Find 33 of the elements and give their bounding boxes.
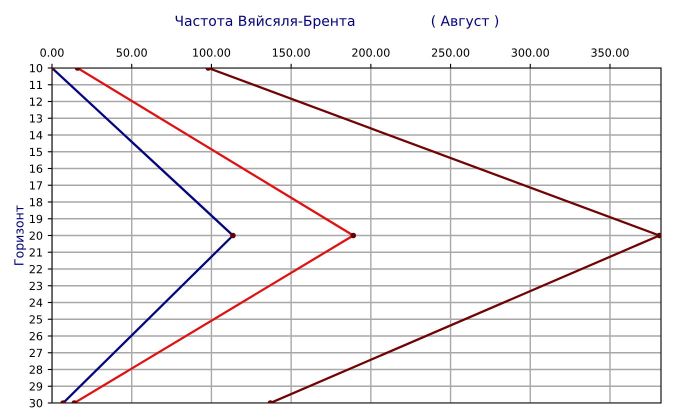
chart-title: Частота Вяйсяля-Брента	[176, 15, 354, 29]
y-tick-label: 19	[30, 214, 42, 224]
y-tick-label: 28	[30, 365, 42, 374]
x-tick-label: 300.00	[512, 48, 549, 57]
y-tick-label: 17	[30, 181, 42, 190]
y-axis-title: Горизонт	[14, 205, 26, 265]
y-tick-label: 30	[30, 398, 42, 408]
y-tick-label: 13	[30, 114, 42, 123]
y-tick-label: 23	[30, 282, 42, 290]
y-tick-label: 10	[30, 64, 42, 72]
y-tick-label: 14	[30, 131, 42, 140]
y-tick-label: 27	[30, 348, 42, 357]
y-tick-label: 15	[30, 148, 42, 156]
y-tick-label: 25	[30, 315, 42, 324]
x-tick-label: 100.00	[193, 48, 230, 57]
x-tick-label: 50.00	[116, 48, 147, 57]
y-tick-label: 26	[30, 332, 42, 340]
y-tick-label: 21	[30, 248, 42, 256]
y-tick-label: 18	[30, 198, 42, 206]
y-tick-label: 16	[30, 164, 42, 173]
y-tick-label: 24	[30, 298, 42, 307]
x-tick-label: 250.00	[432, 48, 470, 57]
x-tick-label: 150.00	[272, 48, 310, 57]
y-tick-label: 11	[30, 80, 42, 89]
point	[656, 232, 661, 238]
y-tick-label: 20	[30, 231, 42, 240]
y-tick-label: 29	[30, 382, 42, 391]
x-tick-label: 200.00	[352, 48, 390, 57]
x-tick-label: 350.00	[591, 48, 629, 57]
x-tick-label: 0.00	[40, 48, 64, 57]
chart-subtitle: ( Август )	[432, 15, 498, 29]
y-tick-label: 12	[30, 97, 42, 106]
y-tick-label: 22	[30, 264, 42, 274]
